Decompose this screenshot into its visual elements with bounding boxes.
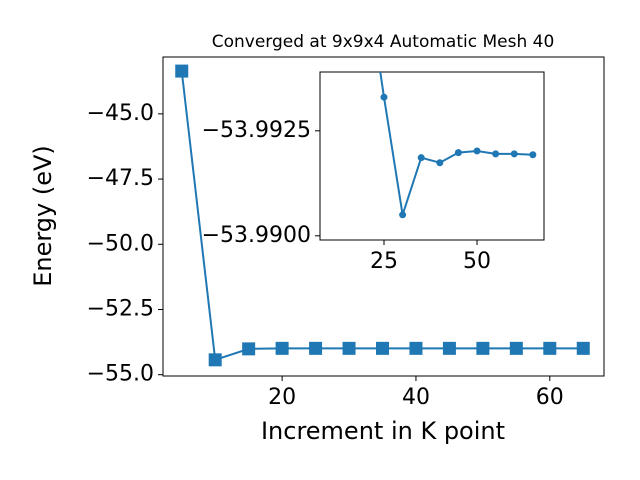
y-tick-label: −55.0 (87, 362, 154, 387)
marker (309, 341, 323, 355)
marker (342, 341, 356, 355)
marker (473, 147, 481, 155)
marker (543, 341, 557, 355)
x-tick-label: 20 (268, 385, 296, 410)
marker (476, 341, 490, 355)
x-tick-label: 50 (463, 249, 491, 274)
x-tick-label: 40 (402, 385, 430, 410)
marker (275, 341, 289, 355)
data-line (379, 72, 533, 216)
plot-area (379, 72, 537, 219)
plot-area (175, 64, 590, 367)
chart-title: Converged at 9x9x4 Automatic Mesh 40 (212, 32, 555, 52)
y-tick-label: −47.5 (87, 166, 154, 191)
y-tick-label: −53.9900 (202, 223, 311, 248)
marker (417, 154, 425, 162)
x-tick-label: 25 (370, 249, 398, 274)
marker (375, 341, 389, 355)
y-tick-label: −50.0 (87, 231, 154, 256)
marker (576, 341, 590, 355)
marker (510, 150, 518, 158)
marker (380, 93, 388, 101)
marker (208, 353, 222, 367)
y-tick-label: −52.5 (87, 296, 154, 321)
x-tick-label: 60 (536, 385, 564, 410)
y-axis-label: Energy (eV) (29, 145, 57, 287)
marker (409, 341, 423, 355)
axes-frame (319, 71, 545, 241)
marker (175, 64, 189, 78)
marker (509, 341, 523, 355)
marker (442, 341, 456, 355)
x-axis-label: Increment in K point (261, 417, 505, 445)
marker (454, 149, 462, 157)
marker (529, 151, 537, 159)
y-tick-label: −53.9925 (202, 118, 311, 143)
y-tick-label: −45.0 (87, 101, 154, 126)
marker (399, 211, 407, 219)
marker (242, 342, 256, 356)
marker (436, 159, 444, 167)
marker (492, 150, 500, 158)
